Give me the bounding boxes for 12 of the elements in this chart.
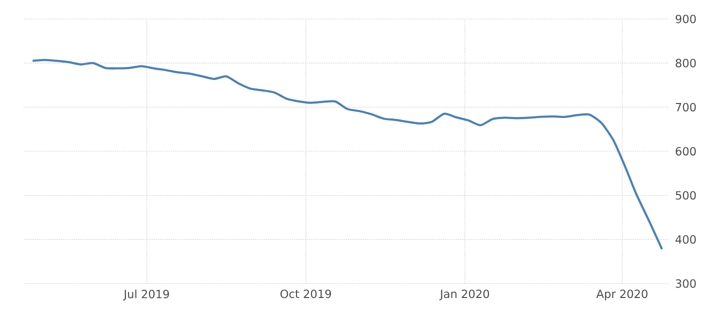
y-tick-label: 500: [676, 190, 696, 200]
x-tick-label: Oct 2019: [280, 289, 331, 298]
x-tick-label: Apr 2020: [596, 289, 648, 300]
x-tick-label: Jul 2019: [123, 289, 169, 300]
line-series: [32, 58, 664, 250]
y-tick-label: 900: [676, 14, 696, 24]
y-tick-label: 700: [676, 102, 696, 112]
y-tick-label: 600: [676, 146, 696, 156]
y-tick-label: 300: [676, 279, 696, 288]
x-tick-label: Jan 2020: [439, 289, 490, 300]
y-tick-label: 400: [676, 234, 696, 244]
y-tick-label: 800: [676, 58, 696, 68]
